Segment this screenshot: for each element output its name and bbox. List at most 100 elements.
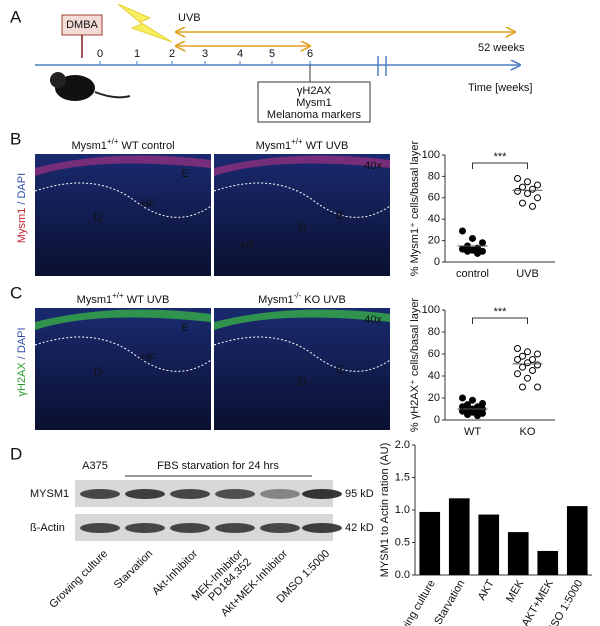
lane-line: Starvation — [112, 548, 156, 592]
significance: *** — [494, 306, 508, 318]
band — [80, 523, 120, 533]
boundary — [213, 182, 391, 218]
uvb-label: UVB — [178, 12, 201, 24]
point — [524, 359, 531, 367]
y-tick-label: 0 — [434, 414, 440, 426]
point — [464, 247, 471, 255]
point — [474, 249, 481, 257]
point — [534, 350, 541, 358]
panel-label: D — [10, 444, 22, 463]
y-tick-label: 40 — [428, 370, 440, 382]
magnification: 40x — [364, 314, 382, 326]
y-tick-label: 60 — [428, 348, 440, 360]
significance: *** — [494, 151, 508, 163]
region-label: D — [298, 222, 306, 234]
region-label: D — [94, 212, 102, 224]
stain-label: Mysm1 / DAPI — [16, 173, 28, 243]
point — [529, 356, 536, 363]
bar — [537, 550, 559, 575]
point — [534, 194, 541, 202]
lane-label: Starvation — [112, 548, 156, 592]
region-label: HF — [141, 198, 156, 210]
boundary — [34, 336, 212, 372]
x-tick-label: Growing culture — [389, 578, 438, 626]
point — [529, 367, 536, 374]
band — [170, 489, 210, 499]
magnification: 40x — [364, 160, 382, 172]
region-label: E — [181, 322, 188, 334]
band — [302, 523, 342, 533]
band — [302, 489, 342, 499]
week-label: 3 — [202, 48, 208, 60]
week-label: 6 — [307, 48, 313, 60]
image-title: Mysm1+/+ WT UVB — [256, 137, 349, 152]
boundary — [213, 336, 391, 372]
box-line: Mysm1 — [296, 97, 331, 109]
y-tick-label: 0 — [434, 256, 440, 268]
bar — [419, 511, 441, 575]
week-label: 1 — [134, 48, 140, 60]
y-tick-label: 80 — [428, 326, 440, 338]
micrograph — [35, 154, 211, 276]
y-tick-label: 20 — [428, 392, 440, 404]
size-label: 95 kD — [345, 488, 374, 500]
group-label: FBS starvation for 24 hrs — [157, 460, 279, 472]
y-tick-label: 60 — [428, 192, 440, 204]
stain: Mysm1 — [16, 208, 28, 243]
y-axis-label: % γH2AX⁺ cells/basal layer — [409, 298, 421, 433]
bracket — [472, 317, 528, 324]
point — [514, 370, 521, 378]
y-tick-label: 0.0 — [395, 569, 410, 581]
panel-label: B — [10, 129, 21, 148]
region-label: E — [181, 168, 188, 180]
stain-label: γH2AX / DAPI — [16, 327, 28, 396]
marker-box — [257, 81, 371, 123]
x-tick-label: control — [456, 268, 489, 280]
point — [534, 361, 541, 369]
x-tick-label: MEK — [504, 577, 527, 604]
boundary — [34, 182, 212, 218]
group-label: A375 — [82, 460, 108, 472]
y-tick-label: 100 — [422, 149, 440, 161]
band — [215, 523, 255, 533]
point — [519, 183, 526, 191]
band — [170, 523, 210, 533]
tissue-layer — [214, 155, 390, 176]
end-label: 52 weeks — [478, 42, 525, 54]
axis-label: Time [weeks] — [468, 82, 532, 94]
x-tick-label: UVB — [516, 268, 539, 280]
y-tick-label: 20 — [428, 235, 440, 247]
title-part: Mysm1 — [77, 294, 112, 306]
y-axis-label: % Mysm1⁺ cells/basal layer — [409, 140, 421, 276]
lane-line: Growing culture — [47, 548, 110, 611]
y-tick-label: 0.5 — [395, 536, 410, 548]
bar — [507, 532, 529, 575]
micrograph — [214, 308, 390, 430]
point — [514, 345, 521, 352]
band — [125, 523, 165, 533]
point — [519, 352, 526, 360]
point — [534, 181, 541, 189]
point — [514, 356, 521, 363]
mouse-head — [50, 72, 66, 88]
y-tick-label: 80 — [428, 170, 440, 182]
box-line: γH2AX — [297, 85, 332, 97]
point — [534, 383, 541, 391]
tissue-layer — [35, 309, 211, 330]
week-label: 4 — [237, 48, 243, 60]
point — [524, 348, 531, 356]
panel-label: A — [10, 7, 22, 26]
image-title: Mysm1-/- KO UVB — [258, 291, 346, 306]
point — [529, 202, 536, 210]
title-part: Mysm1 — [256, 140, 291, 152]
image-title: Mysm1+/+ WT UVB — [77, 291, 170, 306]
size-label: 42 kD — [345, 522, 374, 534]
dmba-label: DMBA — [66, 19, 98, 31]
point — [459, 394, 466, 402]
title-part: WT UVB — [303, 140, 349, 152]
y-axis-label: MYSM1 to Actin ration (AU) — [379, 443, 391, 578]
bar — [448, 498, 470, 575]
panel-label: C — [10, 283, 22, 302]
bar — [478, 514, 500, 575]
x-tick-label: AKT — [476, 578, 497, 603]
